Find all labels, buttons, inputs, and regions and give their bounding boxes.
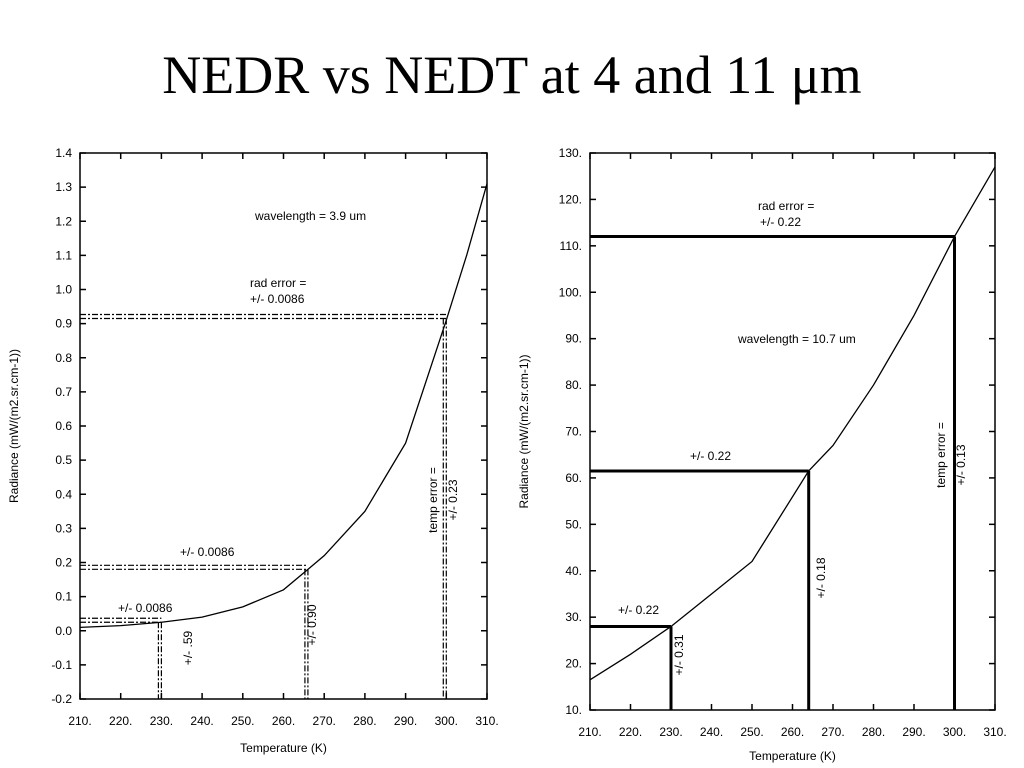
x-tick-label: 290. xyxy=(902,725,925,739)
y-axis-label: Radiance (mW/(m2.sr.cm-1)) xyxy=(517,354,531,508)
annotation: temp error = xyxy=(934,422,948,488)
annotation: rad error = xyxy=(758,199,814,213)
x-tick-label: 290. xyxy=(394,714,417,728)
x-tick-label: 210. xyxy=(578,725,601,739)
x-tick-label: 270. xyxy=(821,725,844,739)
y-tick-label: 0.4 xyxy=(55,487,72,501)
y-tick-label: 20. xyxy=(565,657,582,671)
x-tick-label: 210. xyxy=(68,714,91,728)
y-tick-label: 130. xyxy=(559,146,582,160)
y-tick-label: 1.3 xyxy=(55,180,72,194)
slide-title: NEDR vs NEDT at 4 and 11 μm xyxy=(162,45,861,105)
x-tick-label: 260. xyxy=(272,714,295,728)
x-tick-label: 260. xyxy=(781,725,804,739)
y-axis-label: Radiance (mW/(m2.sr.cm-1)) xyxy=(7,349,21,503)
y-tick-label: 10. xyxy=(565,703,582,717)
y-tick-label: 100. xyxy=(559,285,582,299)
x-tick-label: 310. xyxy=(475,714,498,728)
annotation: +/- 0.18 xyxy=(814,557,828,598)
x-tick-label: 230. xyxy=(150,714,173,728)
x-tick-label: 250. xyxy=(231,714,254,728)
y-tick-label: 120. xyxy=(559,192,582,206)
y-tick-label: 0.5 xyxy=(55,453,72,467)
y-tick-label: 90. xyxy=(565,332,582,346)
x-axis-label: Temperature (K) xyxy=(749,749,836,763)
y-tick-label: 0.0 xyxy=(55,624,72,638)
y-tick-label: 1.4 xyxy=(55,146,72,160)
x-tick-label: 250. xyxy=(740,725,763,739)
annotation: +/- 0.22 xyxy=(690,449,731,463)
annotation: +/- .59 xyxy=(181,631,195,666)
annotation: +/- 0.0086 xyxy=(118,601,173,615)
x-tick-label: 240. xyxy=(700,725,723,739)
y-tick-label: 0.8 xyxy=(55,351,72,365)
x-tick-label: 240. xyxy=(190,714,213,728)
y-tick-label: -0.1 xyxy=(51,658,72,672)
annotation: +/- 0.0086 xyxy=(180,545,235,559)
x-tick-label: 310. xyxy=(983,725,1006,739)
y-tick-label: 0.1 xyxy=(55,590,72,604)
annotation: +/- 0.23 xyxy=(446,479,460,520)
y-tick-label: 50. xyxy=(565,517,582,531)
y-tick-label: 1.0 xyxy=(55,283,72,297)
x-tick-label: 300. xyxy=(435,714,458,728)
y-tick-label: 0.3 xyxy=(55,521,72,535)
y-tick-label: 0.2 xyxy=(55,556,72,570)
y-tick-label: 0.6 xyxy=(55,419,72,433)
y-tick-label: 1.2 xyxy=(55,214,72,228)
data-line xyxy=(79,183,488,628)
y-tick-label: 70. xyxy=(565,425,582,439)
x-tick-label: 280. xyxy=(862,725,885,739)
x-tick-label: 230. xyxy=(659,725,682,739)
annotation: wavelength = 3.9 um xyxy=(254,209,366,223)
annotation: rad error = xyxy=(250,276,306,290)
annotation: +/- 0.0086 xyxy=(250,292,305,306)
chart: 10. 20. 30. 40. 50. 60. 70. 80. 90. 100. 110. 120. 1… xyxy=(517,146,1007,763)
x-tick-label: 220. xyxy=(619,725,642,739)
x-tick-label: 220. xyxy=(109,714,132,728)
annotation: +/- 0.31 xyxy=(672,634,686,675)
annotation: +/- 0.13 xyxy=(954,444,968,485)
y-tick-label: 80. xyxy=(565,378,582,392)
annotation: wavelength = 10.7 um xyxy=(737,332,856,346)
y-tick-label: 60. xyxy=(565,471,582,485)
annotation: +/- 0.90 xyxy=(305,604,319,645)
x-axis-label: Temperature (K) xyxy=(240,741,327,755)
x-tick-label: 300. xyxy=(943,725,966,739)
x-tick-label: 270. xyxy=(313,714,336,728)
annotation: temp error = xyxy=(426,467,440,533)
y-tick-label: 1.1 xyxy=(55,248,72,262)
annotation: +/- 0.22 xyxy=(760,215,801,229)
y-tick-label: 40. xyxy=(565,564,582,578)
y-tick-label: -0.2 xyxy=(51,692,72,706)
plot-frame xyxy=(79,152,488,700)
y-tick-label: 0.9 xyxy=(55,317,72,331)
chart: -0.2 -0.1 0.0 0.1 0.2 0.3 0.4 0.5 0.6 0.7 0.8 0.9 1.… xyxy=(7,146,499,755)
x-tick-label: 280. xyxy=(353,714,376,728)
data-line xyxy=(589,166,996,681)
y-tick-label: 0.7 xyxy=(55,385,72,399)
y-tick-label: 30. xyxy=(565,610,582,624)
annotation: +/- 0.22 xyxy=(618,603,659,617)
y-tick-label: 110. xyxy=(560,239,582,253)
